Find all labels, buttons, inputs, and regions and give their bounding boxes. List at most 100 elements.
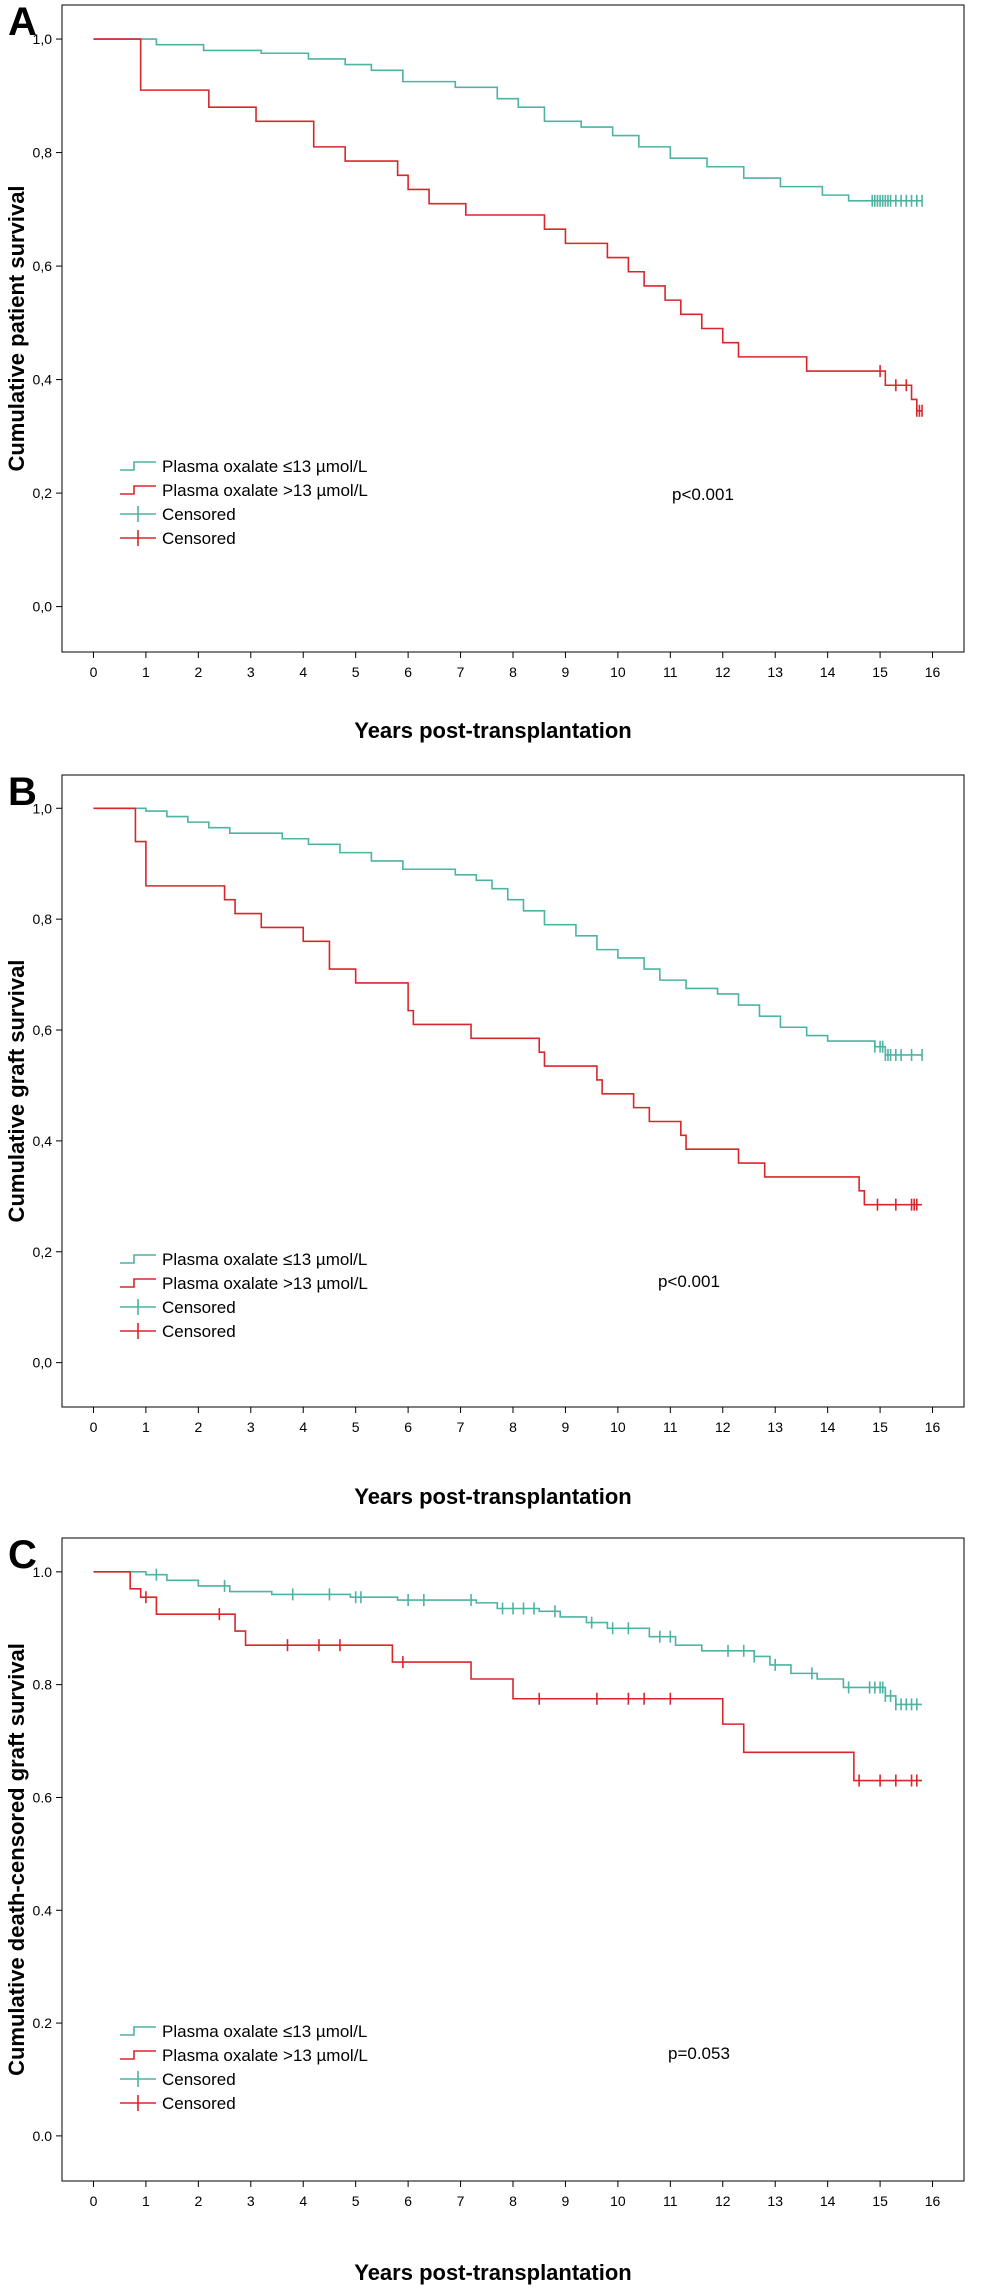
x-tick-label: 8 — [509, 2193, 517, 2209]
y-tick-label: 1.0 — [33, 1564, 53, 1580]
legend-label: Plasma oxalate ≤13 µmol/L — [162, 2022, 367, 2041]
x-tick-label: 0 — [90, 1419, 98, 1435]
legend-label: Plasma oxalate ≤13 µmol/L — [162, 457, 367, 476]
x-tick-label: 5 — [352, 2193, 360, 2209]
x-tick-label: 10 — [610, 2193, 626, 2209]
y-tick-label: 0.6 — [33, 1789, 53, 1805]
x-tick-label: 16 — [925, 1419, 941, 1435]
x-tick-label: 11 — [663, 2193, 678, 2209]
x-tick-label: 12 — [715, 1419, 731, 1435]
x-tick-label: 13 — [767, 1419, 783, 1435]
x-tick-label: 13 — [767, 2193, 783, 2209]
x-tick-label: 5 — [352, 664, 360, 680]
legend-label: Plasma oxalate >13 µmol/L — [162, 1274, 368, 1293]
x-tick-label: 7 — [457, 664, 465, 680]
x-tick-label: 2 — [194, 1419, 202, 1435]
y-tick-label: 1,0 — [33, 800, 53, 816]
y-tick-label: 0,6 — [33, 258, 53, 274]
panel-c: C 0.0 0.2 0.4 0.6 0.8 1.0 0 1 2 3 4 5 6 7 8 9 10 11 12 13 14… — [0, 1533, 990, 2296]
x-tick-label: 2 — [194, 2193, 202, 2209]
panel-b-label: B — [8, 770, 37, 814]
x-tick-label: 2 — [194, 664, 202, 680]
x-tick-label: 6 — [404, 2193, 412, 2209]
y-tick-label: 0,8 — [33, 911, 53, 927]
x-axis-title: Years post-transplantation — [354, 718, 632, 743]
survival-line-low-oxalate — [93, 1571, 923, 1706]
x-tick-label: 15 — [872, 2193, 888, 2209]
x-axis-title: Years post-transplantation — [354, 2260, 632, 2285]
x-tick-label: 3 — [247, 1419, 255, 1435]
x-tick-label: 16 — [925, 664, 941, 680]
x-tick-label: 0 — [90, 2193, 98, 2209]
legend-swatch-high-oxalate — [120, 485, 156, 495]
x-tick-label: 10 — [610, 1419, 626, 1435]
y-axis-title: Cumulative graft survival — [4, 960, 29, 1223]
legend-swatch-low-oxalate — [120, 1254, 156, 1264]
x-tick-label: 11 — [663, 1419, 678, 1435]
survival-line-high-oxalate — [93, 1571, 923, 1782]
x-tick-label: 3 — [247, 2193, 255, 2209]
chart-a: 0,00,20,40,60,81,00 1 2 3 4 5 6 7 8 9 10 11 12 13 14 15… — [4, 4, 965, 743]
x-tick-label: 6 — [404, 1419, 412, 1435]
x-tick-label: 11 — [663, 664, 678, 680]
legend-label: Plasma oxalate ≤13 µmol/L — [162, 1250, 367, 1269]
x-tick-label: 1 — [142, 664, 150, 680]
p-value-label: p=0.053 — [668, 2044, 730, 2063]
x-tick-label: 14 — [820, 2193, 836, 2209]
panel-a: A 0,0 0,2 0,4 0,6 0,8 1,0 0 1 2 3 4 5 6 7 8 9 10 11 12 13 14… — [0, 0, 990, 770]
x-tick-label: 8 — [509, 1419, 517, 1435]
x-tick-label: 15 — [872, 1419, 888, 1435]
chart-b: 0,00,20,40,60,81,00 1 2 3 4 5 6 7 8 9 10 11 12 13 14 15… — [4, 774, 965, 1509]
y-tick-label: 0.8 — [33, 1677, 53, 1693]
legend-label: Censored — [162, 1322, 236, 1341]
y-tick-label: 0,0 — [33, 599, 53, 615]
y-tick-label: 0.0 — [33, 2128, 53, 2144]
legend-swatch-high-oxalate — [120, 2050, 156, 2060]
y-tick-label: 0,8 — [33, 145, 53, 161]
x-tick-label: 8 — [509, 664, 517, 680]
x-tick-label: 14 — [820, 664, 836, 680]
panel-c-label: C — [8, 1533, 37, 1577]
x-tick-label: 4 — [299, 664, 307, 680]
survival-line-high-oxalate — [93, 38, 923, 412]
x-tick-label: 15 — [872, 664, 888, 680]
y-tick-label: 0.4 — [33, 1902, 53, 1918]
panel-a-label: A — [8, 0, 37, 44]
legend-label: Plasma oxalate >13 µmol/L — [162, 2046, 368, 2065]
p-value-label: p<0.001 — [672, 485, 734, 504]
legend-label: Censored — [162, 1298, 236, 1317]
y-tick-label: 0,6 — [33, 1022, 53, 1038]
y-axis-title: Cumulative death-censored graft survival — [4, 1643, 29, 2076]
survival-line-low-oxalate — [93, 807, 923, 1056]
y-tick-label: 1,0 — [33, 31, 53, 47]
x-tick-label: 1 — [142, 2193, 150, 2209]
legend-swatch-low-oxalate — [120, 2026, 156, 2036]
legend-label: Censored — [162, 505, 236, 524]
legend-label: Censored — [162, 2070, 236, 2089]
x-tick-label: 4 — [299, 2193, 307, 2209]
x-tick-label: 13 — [767, 664, 783, 680]
x-tick-label: 5 — [352, 1419, 360, 1435]
plot-frame — [61, 4, 965, 653]
y-tick-label: 0,2 — [33, 485, 53, 501]
y-tick-label: 0,0 — [33, 1355, 53, 1371]
x-tick-label: 1 — [142, 1419, 150, 1435]
x-tick-label: 7 — [457, 1419, 465, 1435]
legend-swatch-low-oxalate — [120, 461, 156, 471]
x-tick-label: 14 — [820, 1419, 836, 1435]
survival-line-high-oxalate — [93, 807, 923, 1206]
x-tick-label: 9 — [562, 2193, 570, 2209]
x-tick-label: 10 — [610, 664, 626, 680]
x-tick-label: 9 — [562, 664, 570, 680]
legend-label: Plasma oxalate >13 µmol/L — [162, 481, 368, 500]
panel-b: B 0,0 0,2 0,4 0,6 0,8 1,0 0 1 2 3 4 5 6 7 8 9 10 11 12 13 14… — [0, 770, 990, 1533]
p-value-label: p<0.001 — [658, 1272, 720, 1291]
x-tick-label: 3 — [247, 664, 255, 680]
y-tick-label: 0,2 — [33, 1244, 53, 1260]
y-tick-label: 0.2 — [33, 2015, 53, 2031]
x-tick-label: 4 — [299, 1419, 307, 1435]
y-axis-title: Cumulative patient survival — [4, 185, 29, 471]
x-tick-label: 9 — [562, 1419, 570, 1435]
x-tick-label: 12 — [715, 2193, 731, 2209]
x-tick-label: 7 — [457, 2193, 465, 2209]
